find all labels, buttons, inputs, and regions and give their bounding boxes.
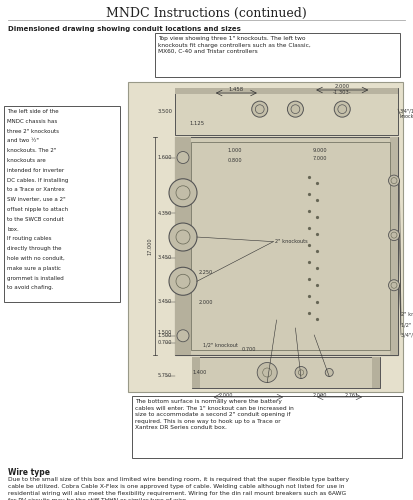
Circle shape	[391, 178, 397, 184]
Text: 1.500: 1.500	[158, 334, 172, 338]
Text: 0.700: 0.700	[157, 340, 172, 345]
Text: 5.750: 5.750	[158, 373, 172, 378]
Circle shape	[177, 330, 189, 342]
Text: 2.000: 2.000	[218, 393, 233, 398]
Text: 1/2" knockout: 1/2" knockout	[203, 342, 238, 347]
Text: SW inverter, use a 2": SW inverter, use a 2"	[7, 197, 66, 202]
Circle shape	[298, 370, 304, 375]
Bar	[175, 137, 398, 355]
Circle shape	[287, 101, 304, 117]
Text: The bottom surface is normally where the battery
cables will enter. The 1" knock: The bottom surface is normally where the…	[135, 399, 294, 430]
Text: -1.303-: -1.303-	[333, 90, 351, 95]
Text: 0.700: 0.700	[241, 347, 256, 352]
Bar	[128, 82, 403, 392]
Text: knockouts are: knockouts are	[7, 158, 46, 163]
Text: MNDC Instructions (continued): MNDC Instructions (continued)	[106, 6, 306, 20]
Bar	[192, 357, 380, 388]
Text: directly through the: directly through the	[7, 246, 62, 251]
Text: 0.800: 0.800	[228, 158, 242, 162]
Text: 2.761: 2.761	[345, 393, 359, 398]
Circle shape	[169, 223, 197, 251]
Circle shape	[391, 232, 397, 238]
Text: 9.000: 9.000	[313, 148, 327, 154]
Text: If routing cables: If routing cables	[7, 236, 52, 242]
Circle shape	[295, 366, 307, 378]
Text: 2" knockouts: 2" knockouts	[275, 239, 308, 244]
Circle shape	[334, 101, 350, 117]
Circle shape	[389, 175, 399, 186]
Circle shape	[176, 186, 190, 200]
Text: 1.458: 1.458	[229, 87, 244, 92]
Text: 1.400: 1.400	[193, 370, 207, 375]
Text: box.: box.	[7, 226, 19, 232]
Text: 1.000: 1.000	[228, 148, 242, 154]
Text: Top view showing three 1" knockouts. The left two
knockouts fit charge controlle: Top view showing three 1" knockouts. The…	[158, 36, 311, 54]
Text: 3/4"/1"
knockouts: 3/4"/1" knockouts	[400, 108, 413, 119]
Bar	[191, 142, 390, 350]
Text: to a Trace or Xantrex: to a Trace or Xantrex	[7, 188, 65, 192]
Bar	[175, 88, 398, 94]
Text: 3/4"/1" knockout: 3/4"/1" knockout	[401, 332, 413, 338]
Bar	[390, 137, 398, 355]
Text: and two ½": and two ½"	[7, 138, 39, 143]
Circle shape	[255, 105, 264, 114]
Text: offset nipple to attach: offset nipple to attach	[7, 207, 68, 212]
Text: knockouts. The 2": knockouts. The 2"	[7, 148, 57, 153]
Bar	[155, 33, 400, 77]
Text: 3.450: 3.450	[158, 300, 172, 304]
Text: 17.000: 17.000	[148, 237, 153, 255]
Text: make sure a plastic: make sure a plastic	[7, 266, 61, 271]
Circle shape	[176, 274, 190, 288]
Text: three 2" knockouts: three 2" knockouts	[7, 128, 59, 134]
Circle shape	[252, 101, 268, 117]
Circle shape	[389, 280, 399, 290]
Text: to the SWCB conduit: to the SWCB conduit	[7, 217, 64, 222]
Text: 2.000: 2.000	[313, 393, 327, 398]
Text: 1.500: 1.500	[158, 330, 172, 336]
Text: DC cables. If installing: DC cables. If installing	[7, 178, 69, 182]
Text: The left side of the: The left side of the	[7, 109, 59, 114]
Circle shape	[169, 268, 197, 295]
Text: MNDC chassis has: MNDC chassis has	[7, 119, 57, 124]
Circle shape	[169, 179, 197, 207]
Text: Dimensioned drawing showing conduit locations and sizes: Dimensioned drawing showing conduit loca…	[8, 26, 241, 32]
Bar	[192, 357, 200, 388]
Text: 2" knockout: 2" knockout	[401, 312, 413, 318]
Bar	[372, 357, 380, 388]
Text: 3.450: 3.450	[158, 255, 172, 260]
Text: 1.600: 1.600	[157, 155, 172, 160]
Text: Due to the small size of this box and limited wire bending room, it is required : Due to the small size of this box and li…	[8, 477, 349, 500]
Circle shape	[263, 368, 272, 377]
Circle shape	[176, 230, 190, 244]
Text: 1.125: 1.125	[190, 120, 205, 126]
Text: 1/2" knockout: 1/2" knockout	[401, 322, 413, 328]
Circle shape	[389, 230, 399, 240]
Circle shape	[257, 362, 277, 382]
Text: 7.000: 7.000	[313, 156, 327, 162]
Text: to avoid chafing.: to avoid chafing.	[7, 286, 53, 290]
Text: 3.500: 3.500	[158, 109, 173, 114]
Circle shape	[325, 368, 333, 376]
Text: intended for inverter: intended for inverter	[7, 168, 64, 173]
Text: 2.000: 2.000	[199, 300, 214, 305]
Text: grommet is installed: grommet is installed	[7, 276, 64, 280]
Circle shape	[177, 152, 189, 164]
Bar	[175, 137, 191, 355]
Text: 2.000: 2.000	[335, 84, 350, 89]
Bar	[4, 106, 120, 302]
Text: 4.350: 4.350	[158, 211, 172, 216]
Text: 2.250: 2.250	[199, 270, 213, 274]
Circle shape	[391, 282, 397, 288]
Bar	[132, 396, 402, 458]
Text: hole with no conduit,: hole with no conduit,	[7, 256, 65, 261]
Text: Wire type: Wire type	[8, 468, 50, 477]
Circle shape	[291, 105, 300, 114]
Bar	[175, 88, 398, 135]
Circle shape	[338, 105, 347, 114]
